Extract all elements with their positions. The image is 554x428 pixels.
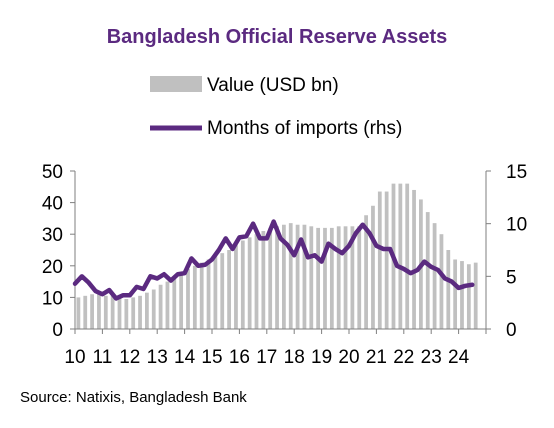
bar xyxy=(473,262,478,329)
y-left-tick-label: 20 xyxy=(42,257,63,278)
bar xyxy=(158,284,163,329)
bar xyxy=(220,253,225,329)
legend-label-line: Months of imports (rhs) xyxy=(207,118,402,139)
x-tick-label: 21 xyxy=(366,347,387,368)
bar xyxy=(145,292,149,329)
bar xyxy=(124,298,129,329)
bar xyxy=(97,294,101,329)
bar xyxy=(466,264,471,329)
bar xyxy=(412,189,416,329)
y-left-tick-label: 30 xyxy=(42,225,63,246)
bar xyxy=(377,191,382,329)
line-series xyxy=(72,219,475,301)
y-left-tick-label: 10 xyxy=(42,288,63,309)
bar xyxy=(240,240,245,329)
bar xyxy=(247,237,252,329)
bar xyxy=(282,224,286,329)
x-tick-label: 15 xyxy=(201,347,222,368)
x-tick-label: 23 xyxy=(421,347,442,368)
chart-title: Bangladesh Official Reserve Assets xyxy=(106,26,448,48)
bar xyxy=(336,226,341,329)
months-of-imports-line xyxy=(72,219,475,301)
x-tick-label: 17 xyxy=(256,347,277,368)
bar xyxy=(103,295,108,329)
bar xyxy=(460,261,464,329)
bar xyxy=(227,250,231,329)
bar xyxy=(398,183,403,329)
bar xyxy=(110,295,115,329)
bar xyxy=(199,262,204,329)
bar xyxy=(179,275,184,329)
y-right-tick-label: 0 xyxy=(506,320,517,341)
x-tick-label: 19 xyxy=(311,347,332,368)
y-right-tick-label: 15 xyxy=(506,162,527,183)
x-tick-label: 11 xyxy=(93,347,113,368)
bar xyxy=(405,183,410,329)
bar xyxy=(425,212,430,329)
bar xyxy=(172,278,177,329)
bar xyxy=(384,191,389,329)
bar xyxy=(343,226,348,329)
legend-label-bar: Value (USD bn) xyxy=(207,75,339,96)
bar xyxy=(323,227,327,329)
bar xyxy=(268,227,273,329)
source-note: Source: Natixis, Bangladesh Bank xyxy=(20,389,247,406)
bar xyxy=(439,234,444,329)
bar xyxy=(275,226,279,329)
bar xyxy=(329,227,334,329)
y-right-tick-label: 10 xyxy=(506,215,527,236)
x-tick-label: 24 xyxy=(448,347,470,368)
x-tick-label: 20 xyxy=(338,347,359,368)
bar xyxy=(206,259,211,329)
bar-series xyxy=(76,183,478,329)
x-tick-label: 12 xyxy=(119,347,140,368)
bar xyxy=(364,215,368,329)
y-left-tick-label: 40 xyxy=(42,194,63,215)
bar xyxy=(76,297,81,329)
bar xyxy=(192,265,197,329)
y-left-tick-label: 0 xyxy=(52,320,63,341)
x-tick-label: 13 xyxy=(147,347,168,368)
bar xyxy=(117,295,122,329)
bar xyxy=(316,227,321,329)
bar xyxy=(288,223,293,329)
bar xyxy=(357,226,362,329)
x-tick-label: 18 xyxy=(284,347,305,368)
x-tick-label: 22 xyxy=(393,347,414,368)
bar xyxy=(151,289,156,329)
bar xyxy=(261,231,266,329)
bar xyxy=(350,226,355,329)
bar xyxy=(186,268,190,329)
bar xyxy=(131,297,136,329)
bar xyxy=(165,281,170,329)
axes xyxy=(70,170,491,334)
bar xyxy=(138,295,142,329)
bar xyxy=(302,224,307,329)
bar xyxy=(432,223,437,329)
y-left-tick-label: 50 xyxy=(42,162,63,183)
bar xyxy=(213,256,218,329)
bar xyxy=(446,250,451,329)
legend: Value (USD bn) Months of imports (rhs) xyxy=(150,75,402,139)
bar xyxy=(295,224,300,329)
x-tick-label: 10 xyxy=(64,347,85,368)
bar xyxy=(453,259,458,329)
bar xyxy=(234,245,238,329)
x-tick-label: 14 xyxy=(174,347,196,368)
legend-swatch-bar xyxy=(150,76,202,92)
bar xyxy=(83,295,88,329)
bar xyxy=(309,226,314,329)
x-tick-label: 16 xyxy=(229,347,250,368)
bar xyxy=(254,234,259,329)
y-right-tick-label: 5 xyxy=(506,267,517,288)
bar xyxy=(371,205,375,329)
bar xyxy=(90,294,94,329)
